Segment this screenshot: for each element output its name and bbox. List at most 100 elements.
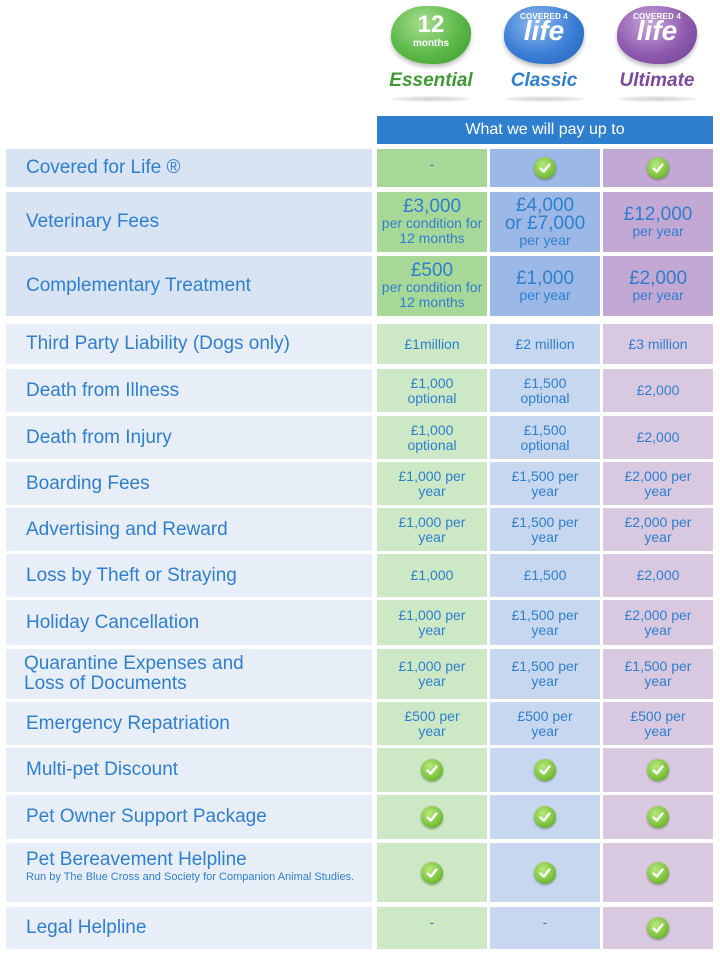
plan-cell: [603, 795, 713, 839]
classic-badge-icon: COVERED 4 life: [504, 6, 584, 64]
amount-alt: or £7,000: [504, 212, 586, 234]
badge-sub: months: [412, 38, 450, 49]
table-row: Pet Bereavement Helpline Run by The Blue …: [6, 843, 714, 902]
row-label-text: Pet Owner Support Package: [26, 806, 267, 827]
amount-text: £500 per year: [404, 707, 460, 739]
amount-text: £3 million: [628, 335, 688, 352]
amount-text: £1,000 optional: [407, 374, 457, 406]
row-label-note: Run by The Blue Cross and Society for Co…: [26, 871, 355, 883]
plan-cell: £1,500 per year: [490, 600, 600, 645]
amount-text: £1,500 optional: [520, 421, 570, 453]
amount-text: £500 per year: [630, 707, 686, 739]
plan-cell: £2,000 per year: [603, 600, 713, 645]
row-label: Death from Injury: [6, 416, 372, 459]
badge-main: life: [636, 15, 678, 46]
check-circle-icon: [647, 806, 669, 828]
plan-cell: £4,000 or £7,000 per year: [490, 192, 600, 252]
check-circle-icon: [534, 806, 556, 828]
table-row: Quarantine Expenses and Loss of Document…: [6, 649, 714, 699]
plan-name-ultimate: Ultimate: [619, 70, 695, 91]
amount-text: £1,000 per year: [398, 513, 466, 545]
plan-cell: £500 per year: [603, 702, 713, 745]
check-circle-icon: [534, 759, 556, 781]
amount-text: £1,500 per year: [511, 606, 579, 638]
plan-cell: £1,500 optional: [490, 416, 600, 459]
amount-text: £2,000 per year: [624, 513, 692, 545]
badge-shadow: [617, 96, 697, 102]
plan-cell: £1,500 optional: [490, 369, 600, 412]
amount: £2,000: [628, 267, 688, 289]
table-row: Legal Helpline - -: [6, 907, 714, 949]
row-label-text: Multi-pet Discount: [26, 759, 179, 780]
table-row: Covered for Life ® -: [6, 149, 714, 187]
amount-text: £2,000: [636, 429, 680, 445]
plan-cell: £12,000 per year: [603, 192, 713, 252]
amount: £3,000: [402, 196, 462, 217]
plan-classic: COVERED 4 life Classic: [488, 4, 600, 112]
plan-cell: £2,000: [603, 554, 713, 597]
plan-cell: £500 per year: [490, 702, 600, 745]
plan-cell: [603, 748, 713, 792]
amount-text: £1,500 per year: [511, 513, 579, 545]
check-circle-icon: [421, 861, 443, 884]
amount-text: £1,500 per year: [511, 658, 579, 689]
plan-name-essential: Essential: [389, 70, 473, 91]
row-label-text: Third Party Liability (Dogs only): [26, 333, 290, 354]
essential-badge-icon: 12 months: [391, 6, 471, 64]
row-label: Covered for Life ®: [6, 149, 372, 187]
row-label-text: Covered for Life ®: [26, 157, 181, 178]
table-row: Multi-pet Discount: [6, 748, 714, 792]
plan-cell: [490, 748, 600, 792]
row-label: Multi-pet Discount: [6, 748, 372, 792]
amount-text: £1,000 optional: [407, 421, 457, 453]
plan-cell: £2,000 per year: [603, 508, 713, 551]
amount-text: £2,000: [636, 567, 680, 583]
row-label: Boarding Fees: [6, 462, 372, 505]
plan-cell: £2,000 per year: [603, 462, 713, 505]
plan-cell: £1,000 optional: [377, 369, 487, 412]
table-row: Pet Owner Support Package: [6, 795, 714, 839]
plan-cell: -: [377, 907, 487, 949]
check-circle-icon: [647, 157, 669, 179]
amount-text: £2,000 per year: [624, 467, 692, 499]
pay-up-to-header: What we will pay up to: [377, 116, 713, 144]
plan-cell: £1million: [377, 324, 487, 364]
amount-text: £1,500: [523, 567, 567, 583]
plan-cell: [377, 748, 487, 792]
plan-cell: £1,000: [377, 554, 487, 597]
not-included-dash: -: [429, 156, 435, 172]
plan-cell: £3 million: [603, 324, 713, 364]
row-label-text: Quarantine Expenses and Loss of Document…: [24, 653, 244, 694]
plan-cell: [377, 795, 487, 839]
amount-note: per year: [519, 231, 571, 248]
amount-text: £1,000 per year: [398, 467, 466, 499]
not-included-dash: -: [542, 914, 548, 930]
row-label: Death from Illness: [6, 369, 372, 412]
plan-cell: £2,000 per year: [603, 256, 713, 316]
plan-cell: [603, 149, 713, 187]
plan-essential: 12 months Essential: [375, 4, 487, 112]
check-circle-icon: [647, 917, 669, 939]
row-label-text: Emergency Repatriation: [26, 712, 230, 734]
check-circle-icon: [421, 806, 443, 828]
amount-text: £1,000: [410, 567, 454, 583]
amount-text: £1,500 per year: [624, 658, 692, 689]
plan-cell: £1,000 optional: [377, 416, 487, 459]
badge-number: 12: [417, 11, 445, 38]
plan-cell: £1,000 per year: [377, 508, 487, 551]
row-label: Emergency Repatriation: [6, 702, 372, 745]
badge-shadow: [391, 96, 471, 102]
badge-top: COVERED 4: [632, 12, 682, 21]
not-included-dash: -: [429, 914, 435, 930]
table-row: Third Party Liability (Dogs only) £1milli…: [6, 324, 714, 364]
row-label: Advertising and Reward: [6, 508, 372, 551]
plan-cell: £500 per condition for 12 months: [377, 256, 487, 316]
amount-text: £1,000 per year: [398, 606, 466, 638]
amount-note: per year: [519, 286, 571, 303]
plan-cell: [377, 843, 487, 902]
plan-cell: [490, 795, 600, 839]
table-row: Emergency Repatriation £500 per year £500 …: [6, 702, 714, 745]
amount: £1,000: [515, 267, 575, 289]
plan-cell: £1,000 per year: [490, 256, 600, 316]
amount-text: £500 per year: [517, 707, 573, 739]
